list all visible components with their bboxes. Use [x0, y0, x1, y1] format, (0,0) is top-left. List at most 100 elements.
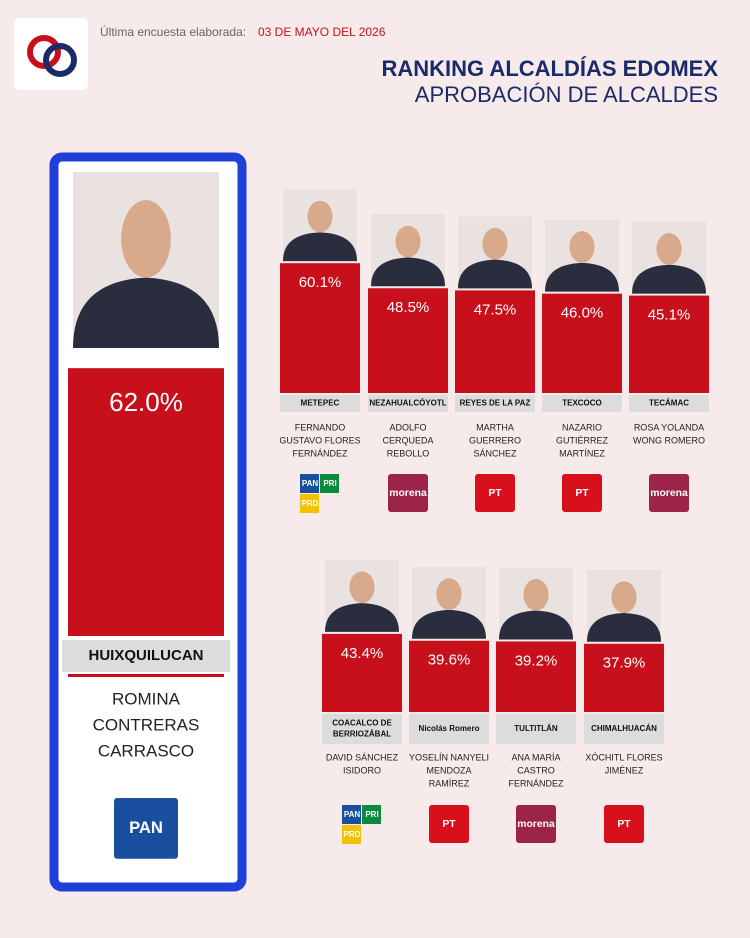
mayor-name: REBOLLO [387, 448, 430, 458]
party-name: PT [575, 488, 589, 499]
photo-body [632, 264, 706, 294]
photo-body [412, 609, 486, 639]
bar [409, 640, 489, 712]
mayor-name: ADOLFO [389, 422, 426, 432]
mayor-name: FERNANDO [295, 422, 346, 432]
mayor-name: FERNÁNDEZ [508, 778, 564, 788]
value-label: 37.9% [603, 655, 646, 672]
category-label: METEPEC [301, 399, 340, 408]
party-name: PT [442, 819, 456, 830]
logo-ring [27, 35, 61, 69]
category-label: NEZAHUALCÓYOTL [369, 399, 446, 408]
category-underline [68, 674, 224, 677]
photo-head [656, 233, 682, 265]
category-band [62, 640, 230, 672]
value-label: 60.1% [299, 274, 342, 291]
photo-body [283, 232, 357, 262]
category-label: Nicolás Romero [419, 724, 480, 733]
photo-head [307, 200, 333, 233]
category-label: BERRIOZÁBAL [333, 730, 391, 739]
category-label: COACALCO DE [332, 719, 392, 728]
party-logo [604, 805, 644, 843]
bar [280, 263, 360, 393]
party-name: morena [650, 488, 688, 499]
party-logo [300, 474, 319, 493]
category-label: TECÁMAC [649, 399, 689, 408]
mayor-name: ISIDORO [343, 765, 381, 775]
subtitle: APROBACIÓN DE ALCALDES [415, 82, 718, 107]
party-name: morena [389, 488, 427, 499]
party-logo [362, 805, 381, 824]
photo-body [458, 259, 532, 289]
party-name: PAN [344, 810, 361, 819]
party-name: PAN [129, 818, 163, 837]
category-band [584, 714, 664, 744]
value-label: 48.5% [387, 299, 430, 316]
bar [68, 368, 224, 636]
logo-box [14, 18, 88, 90]
party-logo [300, 494, 319, 513]
mayor-name: ROMINA [112, 689, 181, 708]
party-logo [114, 798, 178, 859]
mayor-name: MARTHA [476, 422, 514, 432]
photo-head [523, 578, 549, 611]
logo-ring [43, 43, 77, 77]
photo-head [436, 578, 462, 610]
mayor-name: YOSELÍN NANYELI [409, 752, 489, 762]
value-label: 62.0% [109, 387, 183, 417]
party-logo [649, 474, 689, 512]
photo-body [73, 277, 219, 348]
mayor-name: CONTRERAS [93, 715, 200, 734]
category-label: REYES DE LA PAZ [460, 399, 531, 408]
party-logo [342, 825, 361, 844]
mayor-name: WONG ROMERO [633, 435, 705, 445]
value-label: 39.2% [515, 652, 558, 669]
survey-label: Última encuesta elaborada: [100, 24, 246, 39]
category-band [280, 395, 360, 412]
category-band [409, 714, 489, 744]
category-band [322, 714, 402, 744]
party-name: PRI [365, 810, 378, 819]
bar [542, 293, 622, 393]
mayor-name: CARRASCO [98, 741, 194, 760]
bar [496, 641, 576, 712]
party-logo [388, 474, 428, 512]
party-name: PRD [302, 499, 319, 508]
value-label: 45.1% [648, 307, 691, 324]
category-band [496, 714, 576, 744]
mayor-name: XÓCHITL FLORES [585, 752, 662, 762]
mayor-name: MARTÍNEZ [559, 448, 605, 458]
mayor-name: RAMÍREZ [429, 778, 470, 788]
photo-body [545, 262, 619, 292]
category-label: HUIXQUILUCAN [89, 647, 204, 664]
mayor-name: GUERRERO [469, 435, 521, 445]
category-label: TEXCOCO [562, 399, 602, 408]
photo-head [569, 231, 595, 263]
mayor-name: CERQUEDA [382, 435, 433, 445]
party-name: PT [617, 819, 631, 830]
mayor-name: CASTRO [517, 765, 555, 775]
value-label: 46.0% [561, 305, 604, 322]
photo-body [325, 603, 399, 632]
photo-head [482, 227, 508, 260]
party-logo [475, 474, 515, 512]
mayor-name: ANA MARÍA [511, 752, 560, 762]
value-label: 47.5% [474, 301, 517, 318]
category-band [629, 395, 709, 412]
category-band [368, 395, 448, 412]
mayor-name: SÁNCHEZ [473, 448, 517, 458]
category-label: TULTITLÁN [514, 724, 558, 733]
title: RANKING ALCALDÍAS EDOMEX [381, 56, 718, 81]
mayor-name: GUSTAVO FLORES [279, 435, 360, 445]
mayor-name: GUTIÉRREZ [556, 435, 609, 445]
photo-head [395, 225, 421, 258]
value-label: 39.6% [428, 652, 471, 669]
category-band [455, 395, 535, 412]
category-band [542, 395, 622, 412]
bar [629, 295, 709, 393]
party-name: PRI [323, 479, 336, 488]
bar [455, 290, 535, 393]
mayor-name: DAVID SÁNCHEZ [326, 752, 399, 762]
